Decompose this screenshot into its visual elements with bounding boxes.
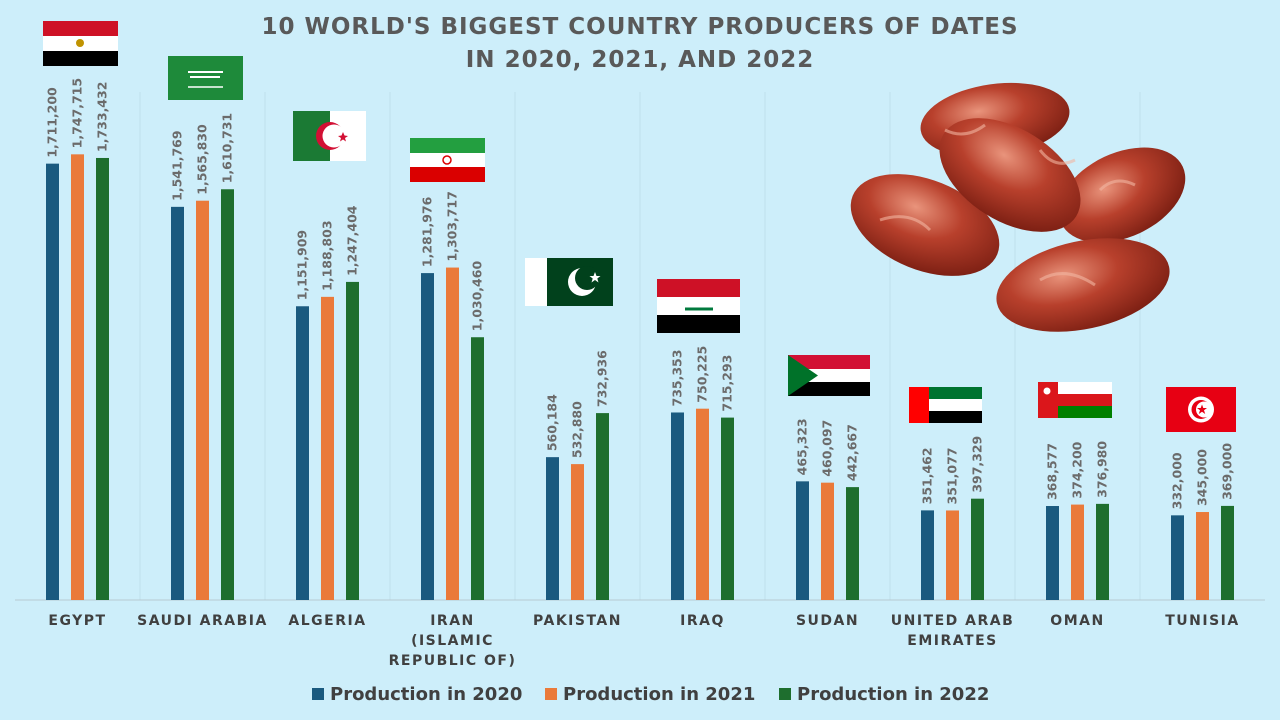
bar-2020 (921, 510, 934, 600)
bar-2021 (1196, 512, 1209, 600)
legend-swatch-2022 (779, 688, 791, 700)
bars-group (46, 154, 1234, 601)
data-label-2022: 442,667 (845, 424, 860, 481)
category-label: EGYPT (48, 613, 106, 629)
bar-2022 (346, 281, 359, 600)
chart-title-line-1: 10 WORLD'S BIGGEST COUNTRY PRODUCERS OF … (261, 14, 1018, 40)
data-label-2021: 1,565,830 (195, 124, 210, 195)
data-label-2020: 1,151,909 (295, 230, 310, 300)
bar-2022 (846, 487, 859, 600)
data-labels-group: 1,711,200 1,747,715 1,733,432 1,541,769 1,56… (45, 78, 1235, 509)
legend-swatch-2020 (312, 688, 324, 700)
data-label-2020: 735,353 (670, 350, 685, 407)
data-label-2022: 369,000 (1220, 443, 1235, 500)
bar-2020 (1046, 506, 1059, 600)
bar-2020 (421, 273, 434, 600)
chart-title-line-2: IN 2020, 2021, AND 2022 (466, 47, 815, 73)
data-label-2022: 732,936 (595, 350, 610, 407)
iraq-flag (657, 279, 740, 333)
category-label: SAUDI ARABIA (137, 613, 268, 629)
category-label: IRAN (ISLAMIC REPUBLIC OF) (389, 613, 517, 669)
data-label-2020: 332,000 (1170, 452, 1185, 509)
bar-2021 (446, 267, 459, 600)
legend: Production in 2020 Production in 2021 Pr… (312, 684, 989, 705)
algeria-flag (293, 111, 366, 161)
bar-2021 (696, 408, 709, 600)
bar-2020 (546, 457, 559, 600)
egypt-flag (43, 21, 118, 66)
bar-2021 (196, 200, 209, 600)
category-label: TUNISIA (1165, 613, 1239, 629)
bar-2022 (221, 189, 234, 600)
legend-label-2022: Production in 2022 (797, 684, 989, 705)
data-label-2021: 532,880 (570, 401, 585, 458)
pakistan-flag (525, 258, 613, 306)
legend-label-2021: Production in 2021 (563, 684, 755, 705)
sudan-flag (788, 355, 870, 396)
data-label-2021: 1,303,717 (445, 191, 460, 261)
category-label: ALGERIA (288, 613, 366, 629)
data-label-2021: 460,097 (820, 420, 835, 477)
bar-2021 (321, 296, 334, 600)
bar-2020 (171, 206, 184, 600)
bar-2020 (296, 306, 309, 600)
data-label-2020: 1,541,769 (170, 130, 185, 200)
country-flags (43, 21, 1236, 432)
bar-2021 (71, 154, 84, 600)
data-label-2022: 1,733,432 (95, 82, 110, 152)
data-label-2022: 376,980 (1095, 441, 1110, 498)
category-label: IRAQ (680, 613, 725, 629)
bar-2021 (946, 510, 959, 600)
data-label-2021: 1,188,803 (320, 220, 335, 290)
bar-2020 (1171, 515, 1184, 600)
bar-2022 (96, 157, 109, 600)
bar-2020 (46, 163, 59, 601)
tunisia-flag (1166, 387, 1236, 432)
bar-2022 (1221, 505, 1234, 600)
data-label-2021: 1,747,715 (70, 78, 85, 148)
data-label-2020: 1,711,200 (45, 87, 60, 158)
bar-2021 (1071, 504, 1084, 600)
data-label-2022: 715,293 (720, 355, 735, 412)
iran-flag (410, 138, 485, 182)
oman-flag (1038, 382, 1112, 418)
bar-2021 (571, 464, 584, 600)
legend-swatch-2021 (545, 688, 557, 700)
category-label: UNITED ARAB EMIRATES (891, 613, 1015, 649)
data-label-2021: 750,225 (695, 346, 710, 403)
data-label-2022: 397,329 (970, 436, 985, 493)
data-label-2022: 1,610,731 (220, 113, 235, 183)
legend-label-2020: Production in 2020 (330, 684, 522, 705)
data-label-2020: 560,184 (545, 394, 560, 451)
data-label-2021: 374,200 (1070, 441, 1085, 498)
bar-2022 (596, 413, 609, 600)
bar-2022 (1096, 503, 1109, 600)
data-label-2020: 351,462 (920, 447, 935, 504)
category-labels-group: EGYPT SAUDI ARABIA ALGERIA IRAN (ISLAMIC REPU… (48, 613, 1239, 669)
category-label: OMAN (1050, 613, 1104, 629)
data-label-2020: 1,281,976 (420, 196, 435, 267)
saudi-arabia-flag (168, 56, 243, 100)
bar-2022 (471, 337, 484, 600)
data-label-2021: 351,077 (945, 448, 960, 505)
data-label-2020: 465,323 (795, 418, 810, 475)
data-label-2020: 368,577 (1045, 443, 1060, 500)
dates-fruit-picture (850, 82, 1186, 332)
data-label-2022: 1,247,404 (345, 205, 360, 276)
bar-2020 (671, 412, 684, 600)
bar-2021 (821, 482, 834, 600)
bar-2022 (721, 417, 734, 600)
data-label-2021: 345,000 (1195, 449, 1210, 506)
category-label: PAKISTAN (533, 613, 622, 629)
bar-2020 (796, 481, 809, 600)
data-label-2022: 1,030,460 (470, 261, 485, 332)
uae-flag (909, 387, 982, 423)
bar-2022 (971, 498, 984, 600)
category-label: SUDAN (796, 613, 859, 629)
